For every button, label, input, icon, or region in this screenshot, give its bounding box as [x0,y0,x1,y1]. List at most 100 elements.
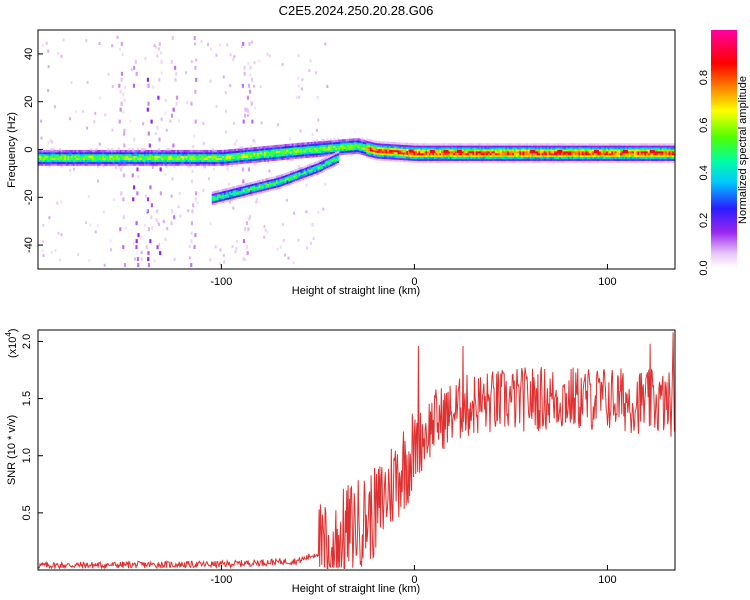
spectrogram-band-cell [574,149,577,152]
spectrogram-band-cell [633,145,636,148]
spectrogram-band-cell [373,153,376,157]
spectrogram-band-cell [117,157,121,161]
spectrogram-band-cell [548,149,551,152]
spectrogram-band-cell [461,158,464,161]
spectrogram-band-cell [142,161,145,164]
spectrogram-band-cell [83,149,86,153]
spectrogram-band-cell [487,158,491,161]
spectrogram-band-cell [192,161,195,164]
spectrogram-band-cell [335,163,338,166]
spectrogram-band-cell [552,145,555,148]
snr-scale-base: (x10 [7,337,19,358]
spectrogram-band-cell [262,150,265,153]
spectrogram-band-cell [659,158,663,161]
spectrogram-band-cell [520,152,524,156]
spectrogram-band-cell [491,145,494,148]
spectrogram-band-cell [649,154,652,158]
spectrogram-band-cell [494,143,498,146]
spectrogram-band-cell [185,155,188,159]
spectrogram-band-cell [321,166,324,169]
spectrogram-band-cell [340,152,343,156]
spectrogram-band-cell [279,186,282,189]
spectrogram-band-cell [507,145,510,148]
spectrogram-noise-cell [287,256,290,260]
spectrogram-band-cell [465,143,468,146]
spectrogram-band-cell [408,142,411,146]
spectrogram-band-cell [449,150,452,154]
spectrogram-band-cell [475,154,478,158]
spectrogram-band-cell [225,193,228,197]
spectrogram-band-cell [265,157,268,160]
spectrogram-band-cell [644,150,647,154]
spectrogram-band-cell [512,145,515,148]
spectrogram-band-cell [138,151,141,155]
spectrogram-band-cell [269,181,272,184]
spectrogram-band-cell [249,145,253,148]
spectrogram-band-cell [230,151,233,154]
spectrogram-band-cell [416,158,419,161]
spectrogram-band-cell [423,150,426,154]
spectrogram-band-cell [249,147,253,150]
spectrogram-band-cell [81,151,84,155]
spectrogram-band-cell [658,143,661,146]
spectrogram-band-cell [154,155,157,159]
spectrogram-band-cell [322,159,326,163]
spectrogram-band-cell [626,147,630,150]
spectrogram-band-cell [484,147,487,150]
spectrogram-band-cell [88,151,91,155]
spectrogram-band-cell [315,168,319,172]
spectrogram-band-cell [227,158,230,162]
spectrogram-band-cell [293,147,296,150]
spectrogram-band-cell [312,166,315,169]
spectrogram-noise-cell [209,47,212,51]
spectrogram-band-cell [652,152,656,156]
spectrogram-band-cell [326,151,329,155]
spectrogram-band-cell [110,148,114,151]
spectrogram-band-cell [117,149,121,153]
spectrogram-band-cell [107,148,110,151]
spectrogram-band-cell [307,170,310,173]
spectrogram-noise-cell [297,54,300,58]
spectrogram-band-cell [216,161,220,164]
spectrogram-band-cell [279,154,282,157]
spectrogram-band-cell [317,145,320,148]
spectrogram-band-cell [507,150,510,154]
spectrogram-band-cell [90,155,93,159]
spectrogram-band-cell [251,158,254,162]
spectrogram-band-cell [244,192,247,196]
spectrogram-band-cell [538,149,541,152]
spectrogram-band-cell [644,143,647,146]
spectrogram-band-cell [248,182,251,185]
spectrogram-band-cell [515,158,518,161]
spectrogram-band-cell [128,149,131,153]
spectrogram-band-cell [574,156,577,160]
spectrogram-band-cell [355,151,359,154]
spectrogram-band-cell [319,152,322,155]
spectrogram-band-cell [237,158,240,161]
spectrogram-band-cell [203,161,206,164]
spectrogram-band-cell [291,179,294,183]
spectrogram-band-cell [159,151,162,155]
spectrogram-band-cell [147,151,150,155]
spectrogram-band-cell [97,149,100,153]
spectrogram-band-cell [199,157,202,161]
spectrogram-band-cell [326,153,329,157]
spectrogram-band-cell [41,151,44,155]
spectrogram-noise-cell [107,72,110,76]
spectrogram-band-cell [262,155,265,159]
spectrogram-band-cell [222,196,225,200]
spectrogram-band-cell [117,161,121,164]
spectrogram-band-cell [352,149,355,153]
spectrogram-band-cell [295,146,298,150]
spectrogram-noise-cell [94,111,97,115]
spectrogram-noise-cell [297,238,300,242]
spectrogram-band-cell [630,156,633,160]
spectrogram-noise-cell [289,137,292,141]
spectrogram-band-cell [651,152,654,156]
spectrogram-band-cell [277,175,280,178]
spectrogram-band-cell [500,147,503,150]
spectrogram-band-cell [246,184,249,188]
spectrogram-band-cell [225,191,228,195]
spectrogram-band-cell [616,158,619,161]
spectrogram-band-cell [508,160,511,163]
